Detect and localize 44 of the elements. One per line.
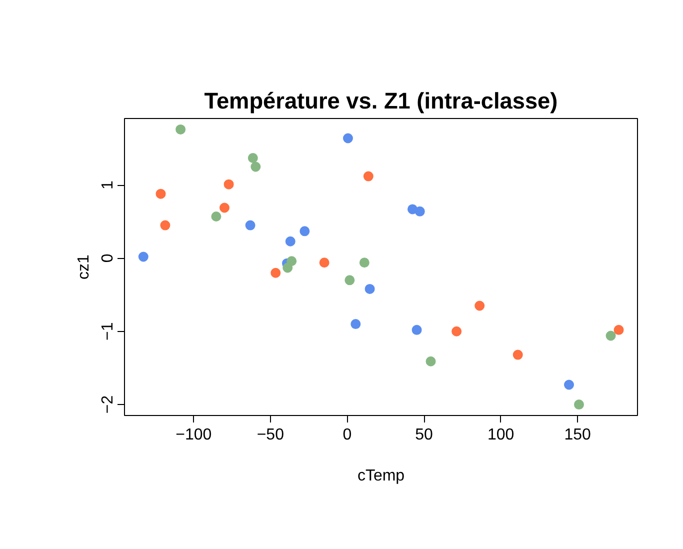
- point: [248, 153, 258, 163]
- x-tick-label: 150: [564, 426, 592, 444]
- point: [285, 236, 296, 246]
- point: [156, 188, 166, 199]
- point: [211, 212, 222, 222]
- x-axis-title: cTemp: [357, 468, 405, 484]
- point: [282, 262, 293, 273]
- chart-title: Température vs. Z1 (intra-classe): [204, 88, 558, 114]
- point: [270, 268, 281, 278]
- point: [364, 284, 375, 294]
- point: [363, 171, 374, 182]
- y-tick-label: 0: [100, 254, 116, 263]
- y-tick-label: −1: [100, 322, 116, 340]
- point: [512, 350, 523, 360]
- x-tick-label: −100: [176, 426, 212, 444]
- point: [414, 206, 425, 216]
- point: [474, 300, 485, 311]
- point: [176, 124, 186, 134]
- x-tick-label: 0: [342, 426, 352, 444]
- y-tick-label: 1: [100, 180, 116, 190]
- point: [250, 162, 261, 172]
- y-axis-title: cz1: [76, 254, 92, 280]
- point: [138, 252, 148, 262]
- point: [245, 220, 256, 230]
- point: [219, 202, 230, 213]
- point: [412, 324, 422, 335]
- point: [574, 400, 584, 410]
- point: [614, 324, 624, 335]
- point: [344, 275, 355, 286]
- point: [564, 380, 574, 390]
- x-tick-label: 50: [415, 426, 434, 444]
- point: [426, 356, 436, 366]
- x-tick-label: −50: [256, 426, 284, 444]
- point: [606, 330, 616, 341]
- x-tick-label: 100: [487, 426, 514, 444]
- point: [224, 179, 234, 190]
- point: [300, 226, 310, 236]
- point: [160, 220, 170, 230]
- point: [350, 319, 361, 330]
- point: [452, 326, 462, 336]
- y-tick-label: −2: [100, 395, 116, 414]
- point: [342, 133, 353, 144]
- point: [359, 258, 370, 268]
- point: [319, 258, 330, 268]
